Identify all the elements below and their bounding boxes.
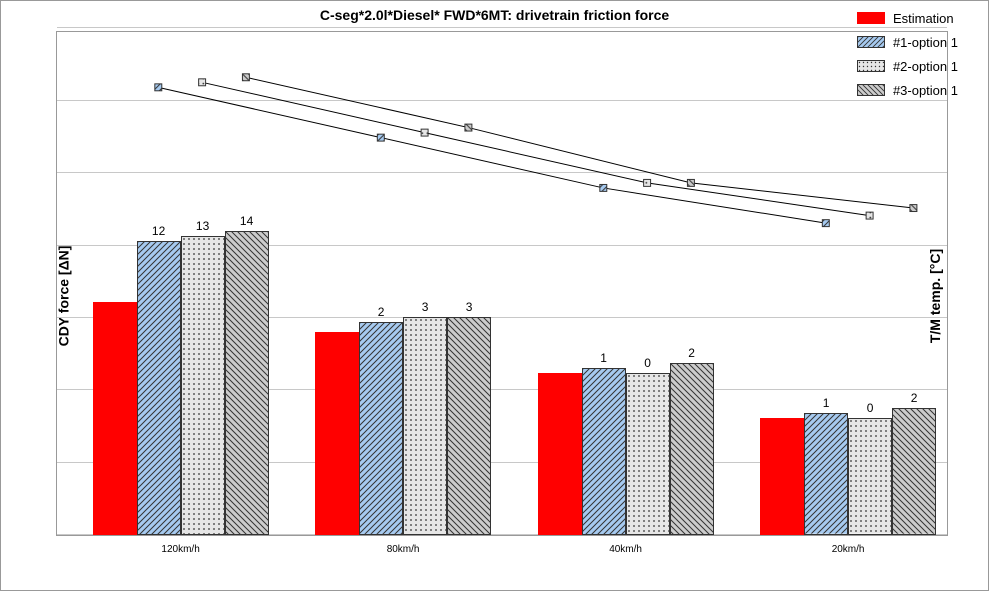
plot-area: 121314120km/h23380km/h10240km/h10220km/h xyxy=(56,31,948,536)
chart-container: C-seg*2.0l*Diesel* FWD*6MT: drivetrain f… xyxy=(0,0,989,591)
x-axis-label: 80km/h xyxy=(315,544,491,555)
legend-label: Estimation xyxy=(893,11,954,26)
legend-marker-solid xyxy=(857,12,885,24)
legend-item-estimation: Estimation xyxy=(857,9,958,27)
line-marker-opt2 xyxy=(199,79,206,86)
line-marker-opt3 xyxy=(687,179,694,186)
line-opt3 xyxy=(246,77,914,208)
line-marker-opt3 xyxy=(910,205,917,212)
line-marker-opt2 xyxy=(421,129,428,136)
x-axis-label: 40km/h xyxy=(538,544,714,555)
line-marker-opt1 xyxy=(822,220,829,227)
line-marker-opt3 xyxy=(465,124,472,131)
x-axis-label: 120km/h xyxy=(93,544,269,555)
line-marker-opt1 xyxy=(600,184,607,191)
line-opt1 xyxy=(158,87,826,223)
line-marker-opt1 xyxy=(377,134,384,141)
chart-title: C-seg*2.0l*Diesel* FWD*6MT: drivetrain f… xyxy=(1,7,988,23)
line-overlay xyxy=(57,32,947,535)
line-marker-opt1 xyxy=(155,84,162,91)
line-marker-opt3 xyxy=(242,74,249,81)
line-marker-opt2 xyxy=(866,212,873,219)
x-axis-label: 20km/h xyxy=(760,544,936,555)
gridline xyxy=(57,27,947,28)
line-opt2 xyxy=(202,82,870,215)
line-marker-opt2 xyxy=(644,179,651,186)
